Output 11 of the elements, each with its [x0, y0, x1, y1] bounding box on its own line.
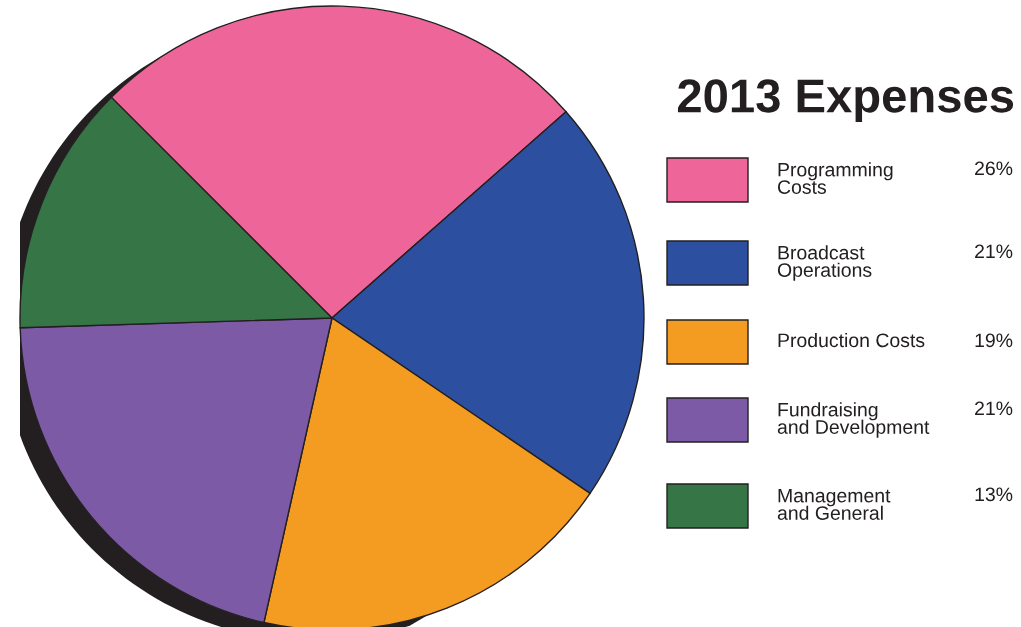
legend-label: Production Costs [778, 332, 925, 348]
text: 2013 Expenses [678, 79, 1014, 123]
data-label: 13% [975, 487, 1013, 502]
legend-label: Fundraising and Development [777, 402, 930, 438]
legend-label: Broadcast Operations [777, 245, 872, 281]
legend-label: Programming Costs [777, 162, 893, 194]
data-label: 21% [975, 244, 1013, 259]
data-label: 21% [975, 401, 1013, 416]
legend-label: Management and General [777, 488, 891, 520]
data-label: 26% [975, 161, 1013, 176]
data-label: 19% [975, 333, 1013, 348]
